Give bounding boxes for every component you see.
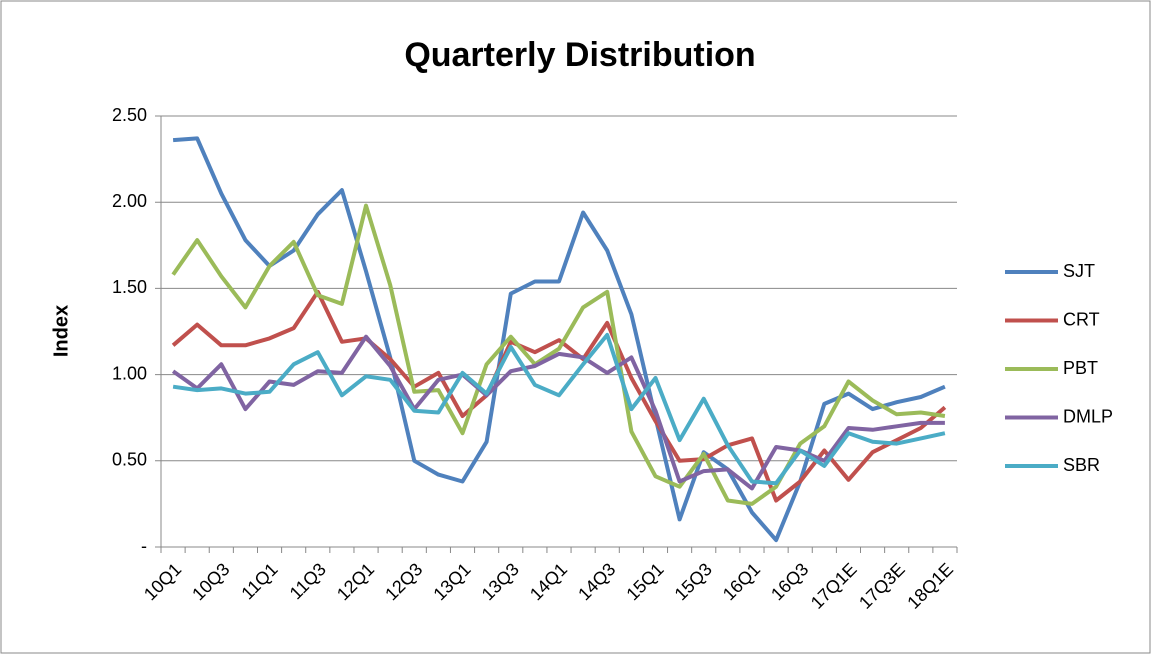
y-tick-label: 1.50	[112, 277, 147, 297]
legend-label: CRT	[1063, 309, 1100, 329]
y-tick-label: 0.50	[112, 450, 147, 470]
legend-label: SJT	[1063, 261, 1095, 281]
chart-title: Quarterly Distribution	[404, 36, 755, 74]
series-line	[172, 332, 946, 486]
y-tick-label: -	[141, 536, 147, 556]
legend-label: SBR	[1063, 455, 1100, 475]
series-line	[171, 203, 946, 506]
y-tick-label: 2.50	[112, 105, 147, 125]
series-line	[171, 334, 945, 491]
y-tick-label: 2.00	[112, 191, 147, 211]
y-axis-label: Index	[50, 305, 72, 357]
y-tick-label: 1.00	[112, 363, 147, 383]
legend-label: DMLP	[1063, 406, 1113, 426]
legend-label: PBT	[1063, 358, 1098, 378]
